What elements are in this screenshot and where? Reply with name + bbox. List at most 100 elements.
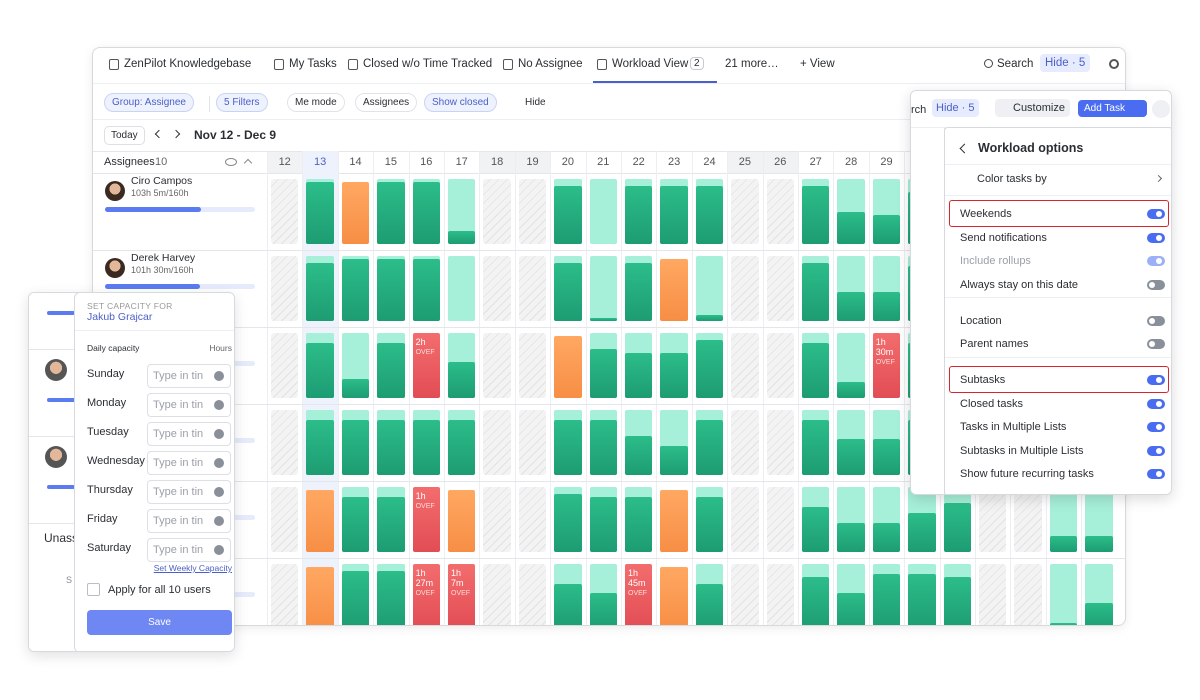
tab[interactable]: Closed w/o Time Tracked	[363, 58, 493, 70]
toggle[interactable]	[1147, 422, 1165, 432]
back-arrow[interactable]	[959, 143, 970, 154]
load-bar	[377, 419, 405, 475]
toggle[interactable]	[1147, 232, 1165, 243]
toggle-knob	[1149, 341, 1155, 347]
capacity-input[interactable]: Type in tin	[147, 538, 231, 562]
capacity-input[interactable]: Type in tin	[147, 393, 231, 417]
tab[interactable]: Workload View	[612, 58, 689, 70]
load-bar	[802, 419, 830, 475]
load-bar	[341, 570, 370, 625]
weekend-cell	[483, 333, 511, 398]
tab[interactable]: ZenPilot Knowledgebase	[124, 58, 252, 70]
filter[interactable]: Group: Assignee	[104, 93, 194, 112]
divider	[93, 83, 1125, 84]
grid-header-line	[93, 151, 1125, 152]
weekend-cell	[271, 564, 299, 625]
load-bar	[306, 262, 334, 321]
filter[interactable]: Hide	[525, 97, 546, 108]
next-arrow[interactable]	[171, 129, 181, 139]
help-icon	[214, 516, 224, 526]
toggle[interactable]	[1147, 339, 1165, 349]
weekly-link[interactable]: Set Weekly Capacity	[153, 563, 232, 573]
toggle[interactable]	[1147, 315, 1165, 326]
day-label: 23	[667, 156, 681, 168]
load-bar	[695, 419, 724, 475]
assignee-hours: 101h 30m/160h	[131, 265, 194, 275]
load-bar	[660, 185, 688, 244]
search-icon	[984, 59, 993, 68]
filter[interactable]: Me mode	[287, 93, 345, 112]
left-strip	[911, 128, 945, 494]
load-bar	[872, 522, 901, 552]
column-line	[904, 151, 906, 625]
day-label: 12	[278, 156, 291, 168]
divider	[209, 96, 210, 112]
behind-divider	[29, 523, 75, 524]
weekday: Saturday	[87, 542, 132, 554]
divider	[93, 119, 1125, 120]
search[interactable]: Search	[997, 58, 1034, 70]
toggle-knob	[1156, 211, 1162, 217]
load-bar	[1049, 622, 1078, 625]
hide-button[interactable]: Hide · 5	[1040, 54, 1091, 72]
capacity-input[interactable]: Type in tin	[147, 509, 231, 533]
help-icon	[214, 400, 224, 410]
column-line	[762, 151, 764, 625]
capacity-input[interactable]: Type in tin	[147, 422, 231, 446]
load-bar	[306, 182, 334, 244]
option-label: Include rollups	[960, 255, 1031, 267]
today-button[interactable]: Today	[104, 126, 145, 145]
toggle-knob	[1149, 317, 1155, 324]
toggle[interactable]	[1147, 398, 1165, 409]
avatar	[105, 181, 125, 201]
toggle[interactable]	[1147, 375, 1165, 385]
prev-arrow[interactable]	[154, 129, 164, 139]
column-line	[373, 151, 375, 625]
color-by[interactable]: Color tasks by	[977, 173, 1047, 185]
load-bar	[554, 493, 582, 552]
weekend-cell	[483, 564, 511, 625]
capacity-input[interactable]: Type in tin	[147, 480, 231, 504]
tab[interactable]: 21 more…	[725, 58, 779, 70]
checkbox[interactable]	[87, 583, 100, 596]
divider	[945, 195, 1171, 196]
customize-button[interactable]: Customize	[995, 99, 1070, 117]
toggle[interactable]	[1147, 279, 1165, 290]
weekend-cell	[483, 410, 511, 475]
capacity-input[interactable]: Type in tin	[147, 451, 231, 475]
tab[interactable]: My Tasks	[289, 58, 337, 70]
add-task-button[interactable]: Add Task	[1078, 100, 1147, 117]
load-bar	[908, 513, 936, 552]
more-button[interactable]	[1152, 100, 1170, 118]
weekend-cell	[766, 564, 794, 625]
load-bar	[554, 419, 582, 475]
load-bar	[625, 496, 653, 552]
weekend-header	[514, 152, 551, 173]
toggle[interactable]	[1147, 256, 1165, 266]
weekend-cell	[731, 487, 759, 552]
load-bar	[837, 439, 865, 475]
toggle-knob	[1149, 281, 1155, 288]
weekend-cell	[518, 487, 547, 552]
tab[interactable]: + View	[800, 58, 835, 70]
toggle[interactable]	[1147, 445, 1165, 456]
day-label: 28	[844, 156, 858, 168]
load-bar	[341, 419, 370, 475]
toggle-knob	[1156, 424, 1162, 430]
capacity-input[interactable]: Type in tin	[147, 364, 231, 388]
toggle[interactable]	[1147, 209, 1165, 219]
tab[interactable]: No Assignee	[518, 58, 583, 70]
tab-icon	[503, 59, 513, 70]
filter[interactable]: Assignees	[355, 93, 418, 112]
filter[interactable]: 5 Filters	[216, 93, 268, 112]
filter[interactable]: Show closed	[424, 93, 497, 112]
collapse-icon[interactable]	[243, 158, 253, 168]
hide-button[interactable]: Hide · 5	[932, 99, 979, 117]
load-bar	[448, 419, 476, 475]
column-line	[798, 151, 799, 625]
weekend-cell	[766, 333, 794, 398]
save-button[interactable]: Save	[87, 610, 232, 635]
toggle[interactable]	[1147, 469, 1165, 479]
weekend-cell	[766, 179, 794, 244]
weekend-cell	[731, 179, 759, 244]
